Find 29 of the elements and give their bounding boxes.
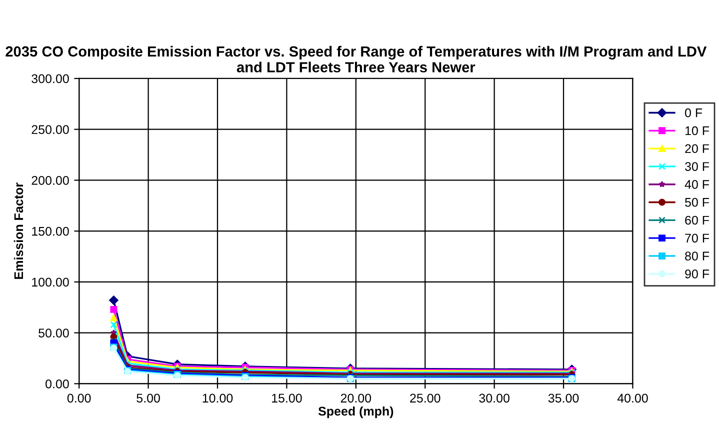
y-tick-label: 150.00 (32, 226, 69, 236)
x-tick-label: 35.00 (548, 394, 579, 403)
legend-label: 60 F (685, 216, 710, 225)
y-tick-label: 300.00 (32, 74, 69, 84)
legend-label: 90 F (685, 270, 710, 278)
chart-title: 2035 CO Composite Emission Factor vs. Speed for Range of Temperatures with I/M Program and LDV and LDT Fleets Three Years Newer (6, 46, 707, 72)
legend-label: 30 F (684, 162, 710, 171)
y-tick-label: 50.00 (38, 328, 69, 338)
y-tick-label: 200.00 (32, 176, 69, 185)
y-tick-label: 0.00 (46, 379, 69, 388)
x-tick-label: 5.00 (136, 394, 160, 403)
x-tick-label: 10.00 (202, 394, 233, 403)
legend-label: 70 F (685, 234, 710, 243)
legend-label: 10 F (685, 126, 710, 136)
y-axis-title: Emission Factor (14, 182, 24, 279)
legend-label: 50 F (685, 198, 710, 207)
legend-label: 40 F (684, 180, 710, 189)
x-axis-title: Speed (mph) (318, 406, 394, 418)
x-tick-label: 40.00 (617, 394, 648, 403)
x-tick-label: 25.00 (410, 394, 440, 403)
y-tick-label: 100.00 (32, 278, 69, 287)
legend-label: 20 F (685, 144, 710, 154)
x-tick-label: 0.00 (67, 394, 91, 403)
x-tick-label: 15.00 (272, 394, 302, 403)
x-tick-label: 30.00 (479, 394, 510, 403)
y-tick-label: 250.00 (32, 125, 69, 134)
x-tick-label: 20.00 (340, 394, 372, 403)
legend-label: 80 F (685, 252, 710, 260)
legend-label: 0 F (684, 108, 702, 118)
